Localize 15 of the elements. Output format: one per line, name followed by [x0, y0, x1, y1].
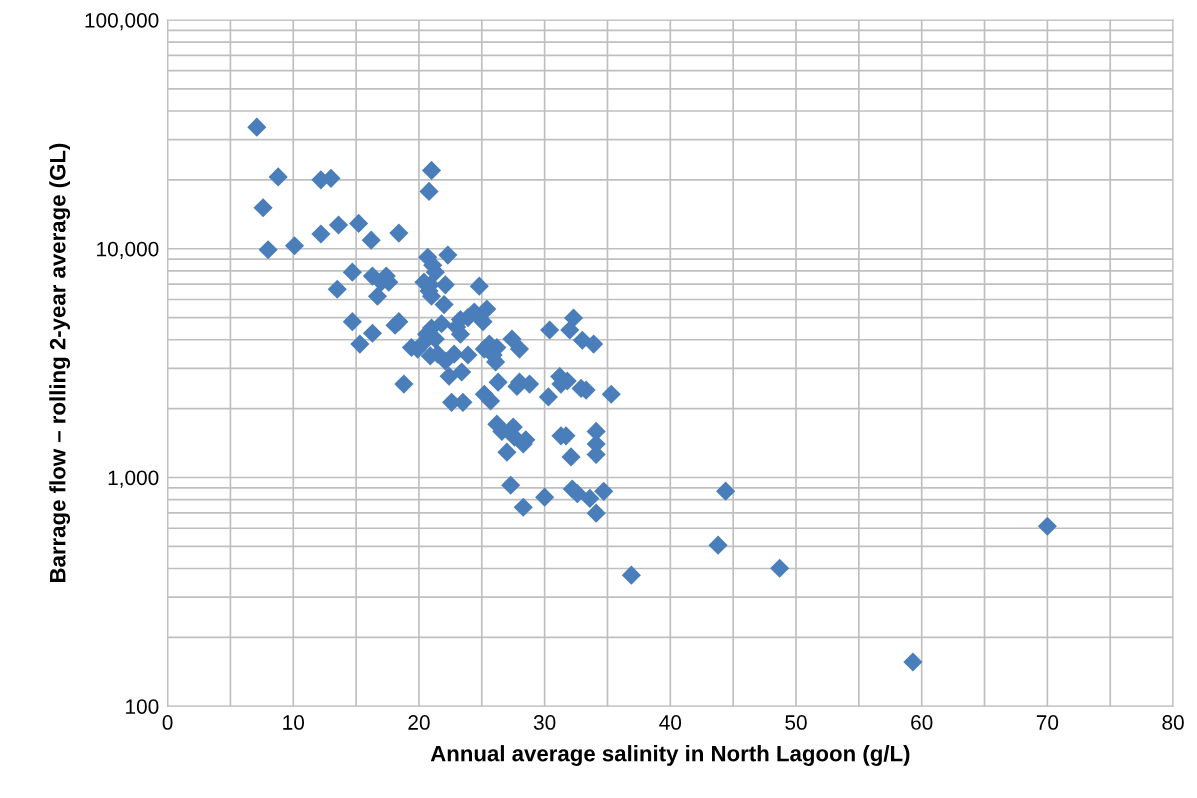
x-tick-label: 30: [533, 715, 556, 730]
x-tick-label: 20: [408, 715, 430, 730]
y-tick-label: 10,000: [97, 241, 159, 259]
y-tick-label: 100: [126, 699, 159, 714]
x-tick-label: 10: [283, 715, 305, 730]
x-tick-label: 0: [162, 715, 173, 730]
y-tick-label: 100,000: [85, 12, 159, 31]
x-tick-label: 50: [785, 715, 807, 730]
y-tick-label: 1,000: [108, 470, 159, 488]
x-tick-label: 80: [1162, 715, 1184, 730]
x-tick-label: 40: [659, 715, 682, 730]
x-tick-label: 60: [911, 715, 933, 730]
y-axis-title: Barrage flow – rolling 2-year average (GL): [49, 143, 71, 583]
x-axis-title: Annual average salinity in North Lagoon (g/L): [430, 745, 910, 766]
x-tick-label: 70: [1036, 715, 1059, 730]
